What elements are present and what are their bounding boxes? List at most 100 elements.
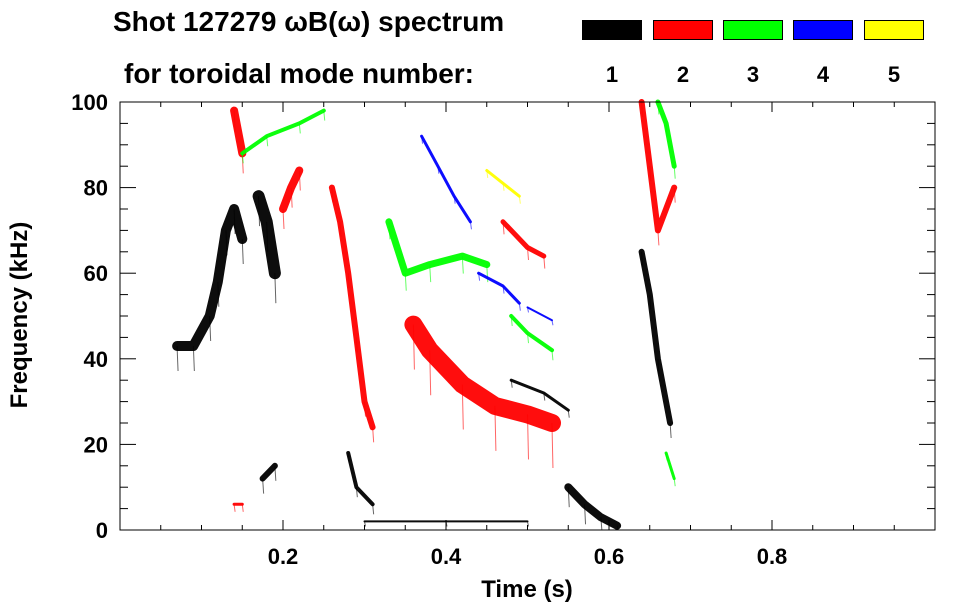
mode-2-streak-13-0	[641, 101, 644, 118]
mode-3-streak-15-3	[323, 110, 326, 121]
legend-label-mode-2: 2	[676, 62, 690, 87]
mode-1-streak-1-2	[274, 273, 277, 304]
mode-1-streak-0-6	[241, 238, 244, 264]
mode-1-streak-6-0	[641, 251, 644, 267]
legend-label-mode-4: 4	[816, 62, 830, 87]
y-tick-label: 80	[84, 176, 108, 201]
mode-1-streak-4-2	[567, 410, 570, 418]
axes-layer: 0.2 0.4 0.6 0.8 0 20 40 60 80 100	[71, 90, 936, 569]
mode-3-feature-16	[385, 218, 491, 277]
mode-3-streak-18-2	[673, 166, 676, 179]
mode-1-streak-4-0	[510, 380, 513, 388]
mode-1-streak-0-3	[217, 281, 220, 307]
mode-1-streak-6-2	[657, 358, 660, 374]
mode-1-feature-1	[252, 190, 281, 280]
y-tick-label: 20	[84, 432, 108, 457]
mode-1-feature-6	[638, 248, 674, 426]
mode-2-streak-11-4	[527, 414, 529, 460]
mode-2-streak-13-3	[673, 187, 676, 203]
mode-2-streak-9-1	[290, 187, 293, 208]
mode-4-streak-22-0	[527, 307, 529, 313]
mode-1-streak-3-1	[355, 487, 358, 498]
plot-frame	[119, 101, 936, 531]
mode-4-feature-21	[477, 271, 521, 305]
mode-1-streak-3-2	[372, 504, 375, 515]
legend-label-mode-1: 1	[605, 62, 619, 87]
mode-1-streak-0-2	[209, 315, 212, 342]
y-tick-label: 0	[96, 518, 108, 543]
mode-4-feature-20	[420, 134, 472, 224]
mode-2-feature-9	[279, 166, 304, 213]
mode-2-streak-10-5	[372, 427, 375, 443]
mode-4-streak-20-0	[421, 136, 424, 144]
y-tick-label: 100	[71, 90, 108, 115]
mode-1-streak-3-0	[347, 452, 350, 464]
mode-1-streak-5-1	[584, 504, 587, 525]
mode-2-feature-10	[328, 184, 376, 431]
x-tick-label: 0.6	[594, 544, 625, 569]
mode-1-streak-1-0	[258, 196, 261, 227]
mode-5-streak-23-0	[486, 170, 489, 179]
legend-swatch-mode-2	[653, 20, 713, 40]
mode-1-streak-0-5	[233, 208, 236, 235]
y-tick-label: 40	[84, 347, 108, 372]
mode-2-streak-9-2	[298, 170, 301, 191]
mode-5-streak-23-1	[502, 183, 505, 191]
mode-3-streak-18-0	[657, 101, 660, 115]
mode-3-streak-16-3	[461, 256, 464, 274]
x-axis-label: Time (s)	[481, 576, 573, 603]
mode-3-feature-15	[240, 108, 326, 156]
mode-2-streak-10-2	[347, 273, 350, 289]
mode-1-streak-4-1	[543, 392, 546, 401]
mode-2-streak-14-0	[233, 504, 236, 512]
mode-1-streak-5-0	[567, 487, 570, 508]
mode-1-feature-5	[564, 483, 622, 530]
mode-1-streak-5-3	[616, 525, 619, 531]
mode-1-streak-7-0	[364, 521, 366, 527]
mode-5-feature-23	[485, 169, 521, 198]
mode-2-streak-14-1	[241, 504, 244, 512]
mode-1-feature-3	[346, 451, 375, 507]
mode-4-feature-22	[526, 306, 553, 322]
mode-4-streak-21-2	[518, 303, 521, 311]
mode-1-streak-7-2	[527, 521, 529, 527]
spectrogram-series-layer	[172, 99, 678, 531]
mode-3-streak-16-1	[404, 273, 407, 291]
mode-2-streak-8-0	[233, 110, 236, 131]
chart-title-line1: Shot 127279 ωB(ω) spectrum	[113, 6, 505, 37]
mode-3-streak-15-0	[241, 153, 244, 164]
legend-label-mode-3: 3	[746, 62, 760, 87]
mode-1-streak-5-2	[600, 517, 603, 531]
mode-3-streak-17-1	[527, 333, 529, 344]
mode-2-streak-11-0	[412, 324, 415, 370]
mode-3-streak-16-2	[429, 264, 432, 283]
mode-2-streak-11-2	[461, 384, 464, 430]
mode-2-streak-13-1	[649, 166, 652, 182]
mode-3-feature-19	[664, 451, 676, 481]
mode-2-feature-13	[638, 99, 678, 234]
legend-label-mode-5: 5	[887, 62, 901, 87]
mode-2-streak-11-1	[429, 350, 432, 396]
mode-2-streak-12-2	[543, 256, 546, 269]
mode-2-feature-8	[230, 106, 247, 158]
legend-swatch-mode-3	[723, 20, 783, 40]
mode-1-streak-6-3	[669, 422, 672, 439]
x-tick-label: 0.2	[268, 544, 299, 569]
mode-3-feature-17	[509, 314, 554, 353]
mode-2-streak-13-2	[657, 230, 660, 246]
mode-1-feature-4	[509, 378, 570, 412]
mode-3-streak-17-2	[551, 350, 554, 361]
mode-5-streak-23-2	[518, 196, 521, 204]
legend-swatch-mode-4	[793, 20, 853, 40]
mode-2-streak-10-3	[355, 337, 358, 353]
mode-3-streak-19-1	[673, 478, 676, 487]
mode-1-streak-6-1	[649, 294, 652, 310]
mode-1-streak-2-1	[274, 465, 277, 481]
mode-3-feature-18	[655, 99, 677, 169]
mode-1-feature-2	[259, 462, 278, 482]
mode-4-streak-22-1	[551, 320, 554, 326]
mode-3-streak-15-2	[298, 123, 301, 134]
mode-2-streak-9-0	[282, 208, 285, 230]
mode-1-streak-0-4	[225, 230, 228, 256]
